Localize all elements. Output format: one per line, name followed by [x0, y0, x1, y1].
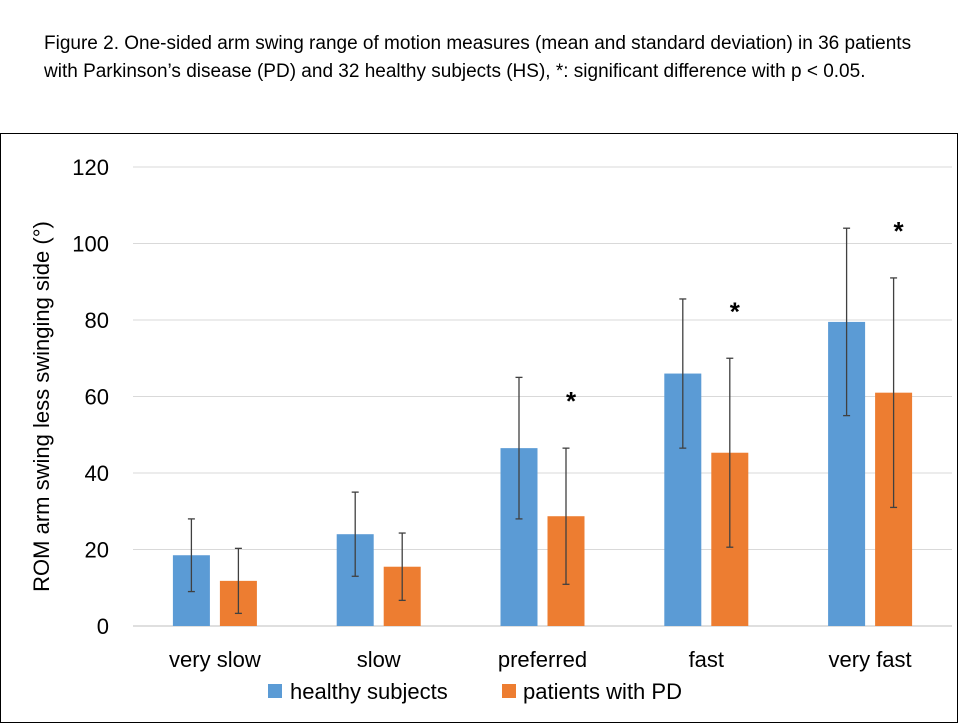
significance-star: * [894, 216, 905, 246]
error-bar [726, 357, 734, 548]
y-tick-label: 0 [97, 614, 109, 639]
error-bar [562, 447, 570, 585]
error-bar [234, 547, 242, 615]
legend-swatch [502, 684, 516, 698]
legend-item: patients with PD [502, 679, 682, 704]
figure-caption: Figure 2. One-sided arm swing range of m… [44, 33, 912, 82]
bars [172, 321, 913, 626]
error-bar [515, 376, 523, 520]
x-category-label: very fast [829, 647, 912, 672]
x-category-label: preferred [498, 647, 587, 672]
error-bar [351, 491, 359, 577]
legend: healthy subjects patients with PD [268, 679, 682, 704]
legend-label: healthy subjects [290, 679, 448, 704]
x-category-label: slow [357, 647, 401, 672]
significance-star: * [566, 386, 577, 416]
y-axis-ticks: 0 20 40 60 80 100 120 [72, 155, 109, 639]
y-axis-label: ROM arm swing less swinging side (°) [29, 221, 54, 592]
y-tick-label: 80 [85, 308, 109, 333]
legend-label: patients with PD [523, 679, 682, 704]
legend-swatch [268, 684, 282, 698]
error-bar [187, 518, 195, 593]
error-bar [890, 277, 898, 509]
significance-star: * [730, 296, 741, 326]
error-bar [843, 227, 851, 417]
legend-item: healthy subjects [268, 679, 448, 704]
y-tick-label: 120 [72, 155, 109, 180]
x-category-label: fast [689, 647, 724, 672]
x-axis-categories: very slow slow preferred fast very fast [169, 647, 912, 672]
y-tick-label: 100 [72, 232, 109, 257]
error-bar [398, 532, 406, 602]
error-bars [187, 227, 898, 615]
y-tick-label: 20 [85, 538, 109, 563]
y-tick-label: 40 [85, 461, 109, 486]
error-bar [679, 298, 687, 449]
gridlines [133, 166, 952, 627]
x-category-label: very slow [169, 647, 261, 672]
y-tick-label: 60 [85, 385, 109, 410]
significance-markers: * * * [566, 216, 905, 416]
